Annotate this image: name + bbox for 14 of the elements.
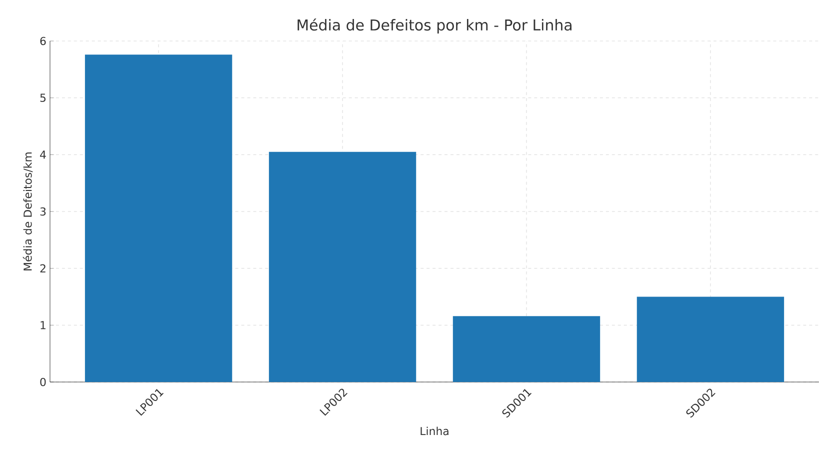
y-tick-label: 3 [40,207,46,216]
y-tick-label: 0 [40,378,46,386]
y-tick-label: 6 [40,36,46,46]
bar [84,54,232,382]
y-tick-label: 1 [40,321,46,330]
y-tick-label: 2 [40,264,46,272]
bar [636,296,784,382]
y-tick-label: 4 [40,150,46,159]
y-axis-title: Média de Defeitos/km [22,152,33,270]
bar [268,152,416,382]
bar [452,316,600,382]
y-tick-label: 5 [40,94,46,102]
x-axis-title: Linha [420,426,448,436]
chart-title: Média de Defeitos por km - Por Linha [298,18,572,34]
